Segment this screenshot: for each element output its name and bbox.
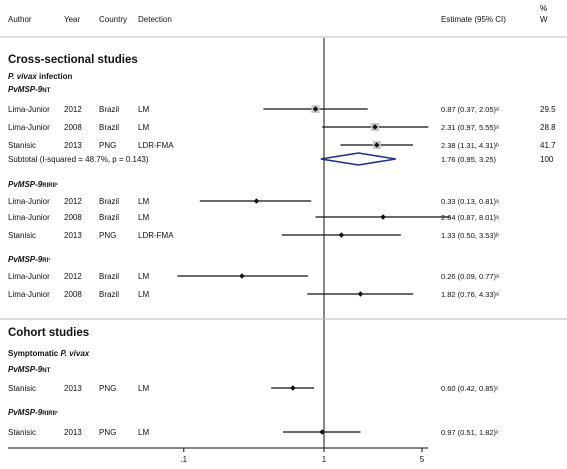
row-estimate-text: 2.31 (0.97, 5.55)ᵃ — [441, 123, 499, 132]
row-year: 2012 — [64, 105, 82, 114]
header-country: Country — [99, 15, 127, 24]
group-label-msp9nt: PvMSP-9NT — [8, 85, 51, 94]
point-estimate — [319, 429, 325, 435]
x-axis-tick-label: .1 — [180, 455, 187, 464]
point-estimate — [357, 291, 364, 297]
row-author: Stanisic — [8, 428, 36, 437]
row-estimate-text: 0.60 (0.42, 0.85)ᶜ — [441, 384, 499, 393]
row-country: Brazil — [99, 213, 119, 222]
subtotal-label: Subtotal (I-squared = 48.7%, p = 0.143) — [8, 155, 149, 164]
row-author: Lima-Junior — [8, 272, 50, 281]
row-author: Lima-Junior — [8, 197, 50, 206]
row-author: Lima-Junior — [8, 290, 50, 299]
row-year: 2013 — [64, 428, 82, 437]
row-detection: LM — [138, 213, 149, 222]
row-estimate-text: 2.38 (1.31, 4.31)ᵇ — [441, 141, 499, 150]
row-country: Brazil — [99, 105, 119, 114]
row-estimate-text: 1.33 (0.50, 3.53)ᵇ — [441, 231, 499, 240]
row-estimate-text: 0.33 (0.13, 0.81)ᵃ — [441, 197, 499, 206]
row-country: PNG — [99, 428, 116, 437]
row-country: PNG — [99, 231, 116, 240]
row-weight: 28.8 — [540, 123, 556, 132]
point-estimate — [372, 124, 378, 130]
row-detection: LM — [138, 105, 149, 114]
group-label-msp9rirII: PvMSP-9RIRII¹ — [8, 180, 58, 189]
row-author: Stanisic — [8, 384, 36, 393]
row-estimate-text: 1.82 (0.76, 4.33)ᵃ — [441, 290, 499, 299]
row-year: 2008 — [64, 290, 82, 299]
row-weight: 41.7 — [540, 141, 556, 150]
row-detection: LM — [138, 197, 149, 206]
section-cross-sectional: Cross-sectional studies — [8, 54, 138, 66]
row-detection: LM — [138, 290, 149, 299]
row-year: 2012 — [64, 272, 82, 281]
row-detection: LM — [138, 428, 149, 437]
group-label-cohort-msp9nt: PvMSP-9NT — [8, 365, 51, 374]
subtotal-diamond — [320, 152, 396, 166]
point-estimate — [373, 142, 380, 148]
row-estimate-text: 0.26 (0.09, 0.77)ᵃ — [441, 272, 499, 281]
row-weight: 29.5 — [540, 105, 556, 114]
header-year: Year — [64, 15, 81, 24]
row-author: Stanisic — [8, 231, 36, 240]
group-label-cohort-msp9rirII: PvMSP-9RIRII¹ — [8, 408, 58, 417]
point-estimate — [338, 232, 345, 238]
row-year: 2012 — [64, 197, 82, 206]
row-country: Brazil — [99, 290, 119, 299]
header-weight-top: % — [540, 4, 547, 13]
row-year: 2008 — [64, 213, 82, 222]
row-estimate-text: 0.97 (0.51, 1.82)ᶜ — [441, 428, 499, 437]
row-detection: LDR-FMA — [138, 141, 174, 150]
group-label-msp9ri: PvMSP-9RI¹ — [8, 255, 50, 264]
point-estimate — [239, 273, 245, 279]
section-cohort: Cohort studies — [8, 327, 89, 339]
subhead-symptomatic: Symptomatic P. vivax — [8, 349, 90, 358]
row-author: Stanisic — [8, 141, 36, 150]
subtotal-weight: 100 — [540, 155, 554, 164]
point-estimate — [290, 385, 296, 391]
header-detection: Detection — [138, 15, 172, 24]
row-year: 2013 — [64, 141, 82, 150]
row-detection: LM — [138, 272, 149, 281]
point-estimate — [253, 198, 260, 204]
header-author: Author — [8, 15, 32, 24]
row-country: PNG — [99, 141, 116, 150]
row-country: Brazil — [99, 272, 119, 281]
row-author: Lima-Junior — [8, 123, 50, 132]
row-detection: LM — [138, 123, 149, 132]
x-axis-tick-label: 5 — [420, 455, 425, 464]
header-estimate: Estimate (95% CI) — [441, 15, 506, 24]
row-country: Brazil — [99, 123, 119, 132]
row-estimate-text: 0.87 (0.37, 2.05)ᵃ — [441, 105, 499, 114]
point-estimate — [312, 106, 319, 112]
header-weight-bottom: W — [540, 15, 548, 24]
point-estimate — [380, 214, 386, 220]
x-axis-tick-label: 1 — [322, 455, 327, 464]
row-detection: LDR-FMA — [138, 231, 174, 240]
row-year: 2013 — [64, 231, 82, 240]
row-country: Brazil — [99, 197, 119, 206]
row-estimate-text: 2.64 (0.87, 8.01)ᵃ — [441, 213, 499, 222]
row-author: Lima-Junior — [8, 213, 50, 222]
row-detection: LM — [138, 384, 149, 393]
subhead-pvivax-infection: P. vivax infection — [8, 72, 72, 81]
row-author: Lima-Junior — [8, 105, 50, 114]
row-year: 2013 — [64, 384, 82, 393]
row-year: 2008 — [64, 123, 82, 132]
subtotal-estimate-text: 1.76 (0.95, 3.25) — [441, 155, 497, 164]
row-country: PNG — [99, 384, 116, 393]
